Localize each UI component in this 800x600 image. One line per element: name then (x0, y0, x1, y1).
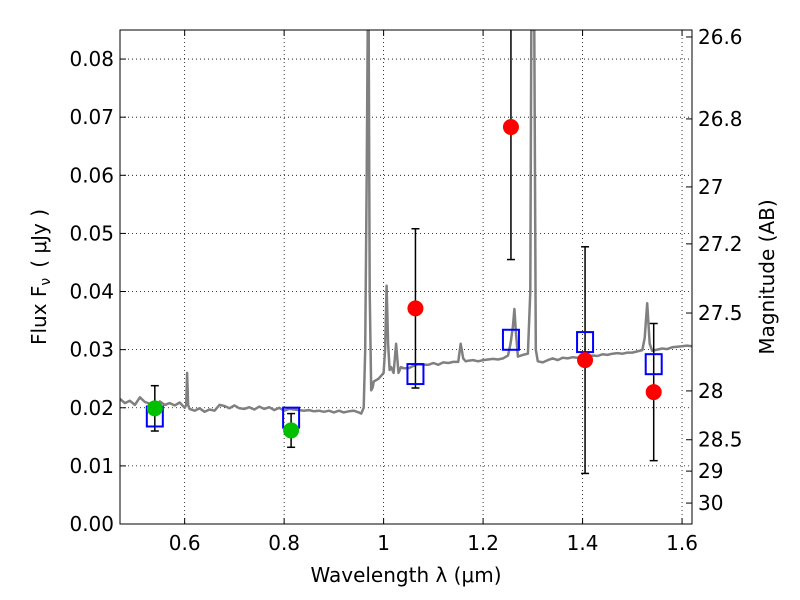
observed-point (146, 400, 163, 417)
x-tick-label: 0.8 (268, 531, 300, 555)
y-tick-label: 0.07 (69, 105, 114, 129)
y-tick-label: 0.05 (69, 221, 114, 245)
y-tick-label: 0.00 (69, 512, 114, 536)
y2-axis-label: Magnitude (AB) (755, 199, 779, 354)
y-tick-label: 0.01 (69, 454, 114, 478)
y2-tick-label: 27.5 (698, 301, 743, 325)
y2-tick-label: 30 (698, 491, 723, 515)
x-tick-label: 1.2 (467, 531, 499, 555)
x-tick-label: 1.6 (666, 531, 698, 555)
y-tick-label: 0.04 (69, 280, 114, 304)
x-tick-label: 0.6 (169, 531, 201, 555)
y-axis-label-main: Flux F (27, 286, 51, 345)
errorbar-layer (150, 30, 658, 475)
y-tick-label: 0.02 (69, 396, 114, 420)
y-tick-label: 0.03 (69, 338, 114, 362)
x-axis-label: Wavelength λ (μm) (310, 563, 501, 587)
y2-tick-label: 27 (698, 175, 723, 199)
grid (120, 30, 692, 525)
model-photometry-point (576, 331, 595, 354)
y2-tick-label: 26.8 (698, 107, 743, 131)
y-tick-label: 0.06 (69, 163, 114, 187)
observed-point (502, 119, 519, 136)
x-tick-label: 1 (377, 531, 390, 555)
plot-frame (119, 29, 693, 525)
y2-tick-label: 28 (698, 379, 723, 403)
y2-tick-label: 29 (698, 459, 723, 483)
observed-point (407, 300, 424, 317)
spectrum-line (120, 30, 692, 415)
y-axis-label-sub: ν (38, 278, 54, 286)
axis-ticks: 0.6 0.8 1 1.2 1.4 1.6 0.00 0.01 0.02 0.03 0.04 0.05… (69, 25, 742, 555)
y-axis-label: Flux Fν ( μJy ) (27, 209, 54, 345)
model-photometry-point (644, 353, 663, 376)
y-axis-label-unit: ( μJy ) (27, 209, 51, 268)
observed-point (283, 422, 300, 439)
x-tick-label: 1.4 (567, 531, 599, 555)
y2-tick-label: 28.5 (698, 428, 743, 452)
model-photometry-point (406, 363, 425, 386)
y2-tick-label: 26.6 (698, 25, 743, 49)
y2-tick-label: 27.2 (698, 232, 743, 256)
y-tick-label: 0.08 (69, 47, 114, 71)
marker-layer (145, 119, 663, 439)
spectrum-layer (120, 30, 692, 415)
observed-point (577, 352, 594, 369)
model-photometry-point (501, 328, 520, 351)
observed-point (645, 384, 662, 401)
